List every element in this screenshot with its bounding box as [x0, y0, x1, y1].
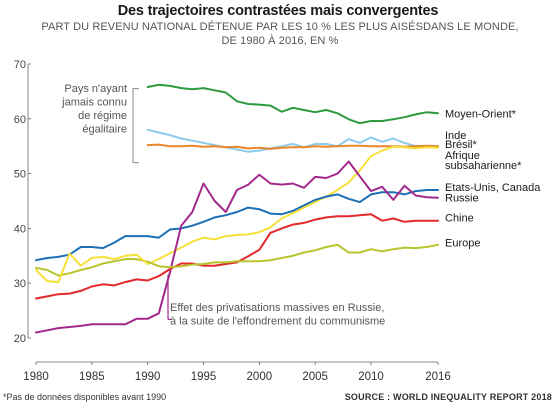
x-tick-label: 1980 [23, 371, 49, 383]
series-line-br-sil [146, 143, 439, 150]
x-tick-label: 2000 [247, 371, 273, 383]
series-line-russie [35, 160, 439, 334]
series-line-chine [35, 213, 439, 300]
series-line-early-yellow-8 [35, 252, 149, 284]
x-tick-label: 2010 [358, 371, 384, 383]
subtitle-line-1: PART DU REVENU NATIONAL DÉTENUE PAR LES … [41, 21, 519, 33]
x-tick-label: 2005 [302, 371, 328, 383]
x-tick-label: 1985 [79, 371, 105, 383]
x-tick-label: 1995 [191, 371, 217, 383]
legend-label: Moyen-Orient* [445, 108, 517, 120]
y-tick-label: 30 [14, 278, 26, 290]
footnote: *Pas de données disponibles avant 1990 [3, 392, 167, 402]
y-tick-label: 20 [14, 333, 26, 345]
russia-annotation-line: Effet des privatisations massives en Rus… [170, 302, 384, 314]
russia-annotation-line: à la suite de l'effondrement du communis… [170, 316, 385, 328]
y-tick-label: 70 [14, 59, 26, 71]
series-line-europe [35, 243, 439, 277]
source-credit: SOURCE : WORLD INEQUALITY REPORT 2018 [344, 392, 552, 402]
chart-subtitle: PART DU REVENU NATIONAL DÉTENUE PAR LES … [20, 21, 540, 48]
series-line-moyen-orient [146, 83, 439, 125]
bracket-annotation-line: égalitaire [82, 124, 127, 136]
legend-label: Inde [445, 130, 466, 142]
legend-label: Etats-Unis, Canada [445, 182, 541, 194]
series-line-etats-unis-canada [35, 189, 439, 262]
legend-label: Europe [445, 238, 480, 250]
chart-title: Des trajectoires contrastées mais conver… [117, 3, 439, 19]
y-tick-label: 50 [14, 169, 26, 181]
y-tick-label: 60 [14, 114, 26, 126]
series-line-inde [146, 128, 439, 153]
bracket-annotation-line: de régime [78, 110, 127, 122]
legend-label: Afrique [445, 150, 480, 162]
annotation-bracket [132, 88, 139, 164]
legend-label: Russie [445, 193, 479, 205]
x-tick-label: 1990 [135, 371, 161, 383]
x-tick-label: 2016 [425, 371, 451, 383]
bracket-annotation-line: jamais connu [61, 97, 127, 109]
legend-label: Brésil* [445, 139, 478, 151]
legend-label: Chine [445, 212, 474, 224]
bracket-annotation-line: Pays n'ayant [64, 83, 127, 95]
y-tick-label: 40 [14, 223, 26, 235]
series-line-afrique-subsaharienne [146, 145, 439, 265]
subtitle-line-2: DE 1980 À 2016, EN % [221, 34, 339, 47]
legend-label: subsaharienne* [445, 160, 522, 172]
